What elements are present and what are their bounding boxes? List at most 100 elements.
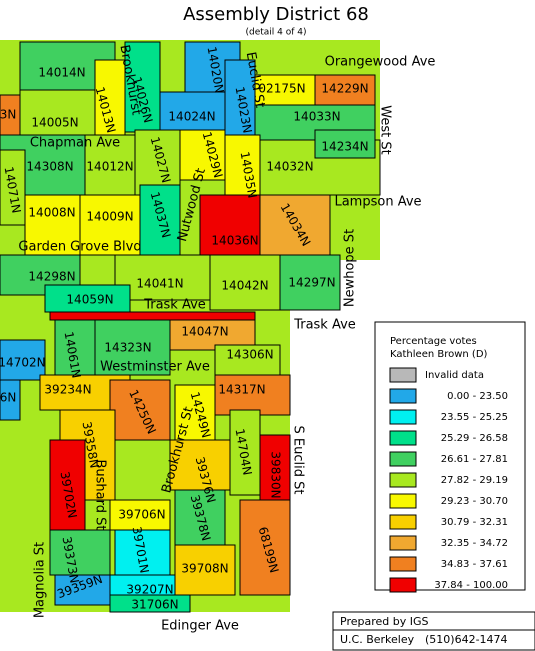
legend-label: 27.82 - 29.19 (441, 475, 508, 486)
precinct (24, 194, 81, 256)
precinct (209, 254, 281, 311)
precinct (94, 319, 171, 376)
legend-label: 29.23 - 30.70 (441, 496, 508, 507)
precinct (109, 594, 191, 613)
legend-swatch (389, 577, 417, 593)
precinct (0, 94, 21, 136)
precinct (0, 149, 26, 226)
precinct-label: 14005N (31, 116, 78, 130)
precinct (49, 439, 86, 531)
street-label: Garden Grove Blvd (18, 240, 141, 255)
legend-label: 34.83 - 37.61 (441, 559, 508, 570)
street-label: Magnolia St (33, 542, 48, 618)
street-label: Bushard St (93, 460, 108, 531)
footer-org: U.C. Berkeley (340, 633, 415, 646)
precinct (79, 194, 141, 256)
precinct-label: 14012N (86, 160, 133, 174)
precinct (214, 374, 291, 416)
street-label: Orangewood Ave (325, 55, 436, 70)
precinct-label: 14014N (38, 66, 85, 80)
precinct (224, 134, 261, 206)
precinct (174, 489, 226, 546)
street-label: Trask Ave (143, 298, 206, 313)
legend: Percentage votes Kathleen Brown (D) Invali… (374, 321, 526, 593)
street-label: S Euclid St (291, 426, 306, 495)
precinct-label: 14059N (66, 293, 113, 307)
precinct (239, 499, 291, 596)
precinct (54, 319, 96, 381)
precinct-label: 14033N (293, 110, 340, 124)
precinct-label: 02175N (258, 82, 305, 96)
precinct-label: 14323N (104, 341, 151, 355)
legend-label: Invalid data (425, 370, 484, 381)
precinct-label: 39706N (118, 508, 165, 522)
precinct-label: 14041N (136, 277, 183, 291)
street-label: Lampson Ave (334, 195, 421, 210)
precinct (109, 499, 171, 531)
precinct (54, 574, 111, 606)
precinct-label: 3N (0, 108, 16, 122)
precinct-label: 39234N (44, 383, 91, 397)
legend-label: 23.55 - 25.25 (441, 412, 508, 423)
legend-title: Kathleen Brown (D) (390, 349, 488, 360)
precinct (214, 344, 281, 381)
legend-label: 25.29 - 26.58 (441, 433, 508, 444)
precinct-label: 14234N (321, 140, 368, 154)
precinct-label: 14297N (288, 276, 335, 290)
precinct (254, 74, 316, 106)
precinct (314, 129, 376, 159)
footer-box (332, 611, 535, 651)
precinct-label: 14317N (218, 383, 265, 397)
legend-label: 26.61 - 27.81 (441, 454, 508, 465)
precinct-label: 14042N (221, 279, 268, 293)
legend-swatch (389, 409, 417, 425)
legend-title: Percentage votes (390, 336, 477, 347)
precinct-label: 31706N (131, 598, 178, 612)
legend-swatch (389, 367, 417, 383)
precinct-label: 6N (0, 391, 16, 405)
legend-swatch (389, 514, 417, 530)
precinct (0, 379, 21, 421)
street-label: West St (378, 105, 393, 154)
precinct (174, 384, 216, 446)
precinct-label: 14306N (226, 348, 273, 362)
precinct-label: 14036N (211, 234, 258, 248)
street-label: Westminster Ave (100, 360, 210, 375)
legend-swatch (389, 388, 417, 404)
legend-swatch (389, 451, 417, 467)
precinct (84, 134, 136, 196)
legend-swatch (389, 535, 417, 551)
precinct (279, 254, 341, 311)
precinct (224, 59, 256, 136)
precinct-label: 39708N (181, 562, 228, 576)
precinct (259, 194, 331, 256)
legend-swatch (389, 472, 417, 488)
precinct-label: 14308N (26, 160, 73, 174)
street-label: Chapman Ave (30, 136, 120, 151)
precinct (139, 184, 181, 256)
street-label: Edinger Ave (161, 619, 239, 634)
precinct (229, 409, 261, 496)
legend-swatch (389, 493, 417, 509)
precinct (179, 129, 226, 181)
precinct-label: 14047N (181, 325, 228, 339)
footer-phone: (510)642-1474 (425, 633, 508, 646)
precinct-label: 14009N (86, 210, 133, 224)
legend-label: 0.00 - 23.50 (447, 391, 508, 402)
street-label: Trask Ave (293, 318, 356, 333)
precinct (0, 339, 46, 381)
precinct-label: 39830N (269, 451, 283, 498)
precinct-label: 14008N (28, 206, 75, 220)
legend-swatch (389, 556, 417, 572)
precinct-label: 39207N (126, 583, 173, 597)
title: Assembly District 68 (183, 4, 369, 25)
subtitle: (detail 4 of 4) (245, 28, 306, 38)
precinct-label: 14702N (0, 356, 46, 370)
precinct-label: 14032N (266, 160, 313, 174)
precinct-label: 14229N (321, 82, 368, 96)
legend-label: 37.84 - 100.00 (434, 580, 508, 591)
precinct (114, 254, 211, 301)
precinct-label: 14298N (28, 270, 75, 284)
